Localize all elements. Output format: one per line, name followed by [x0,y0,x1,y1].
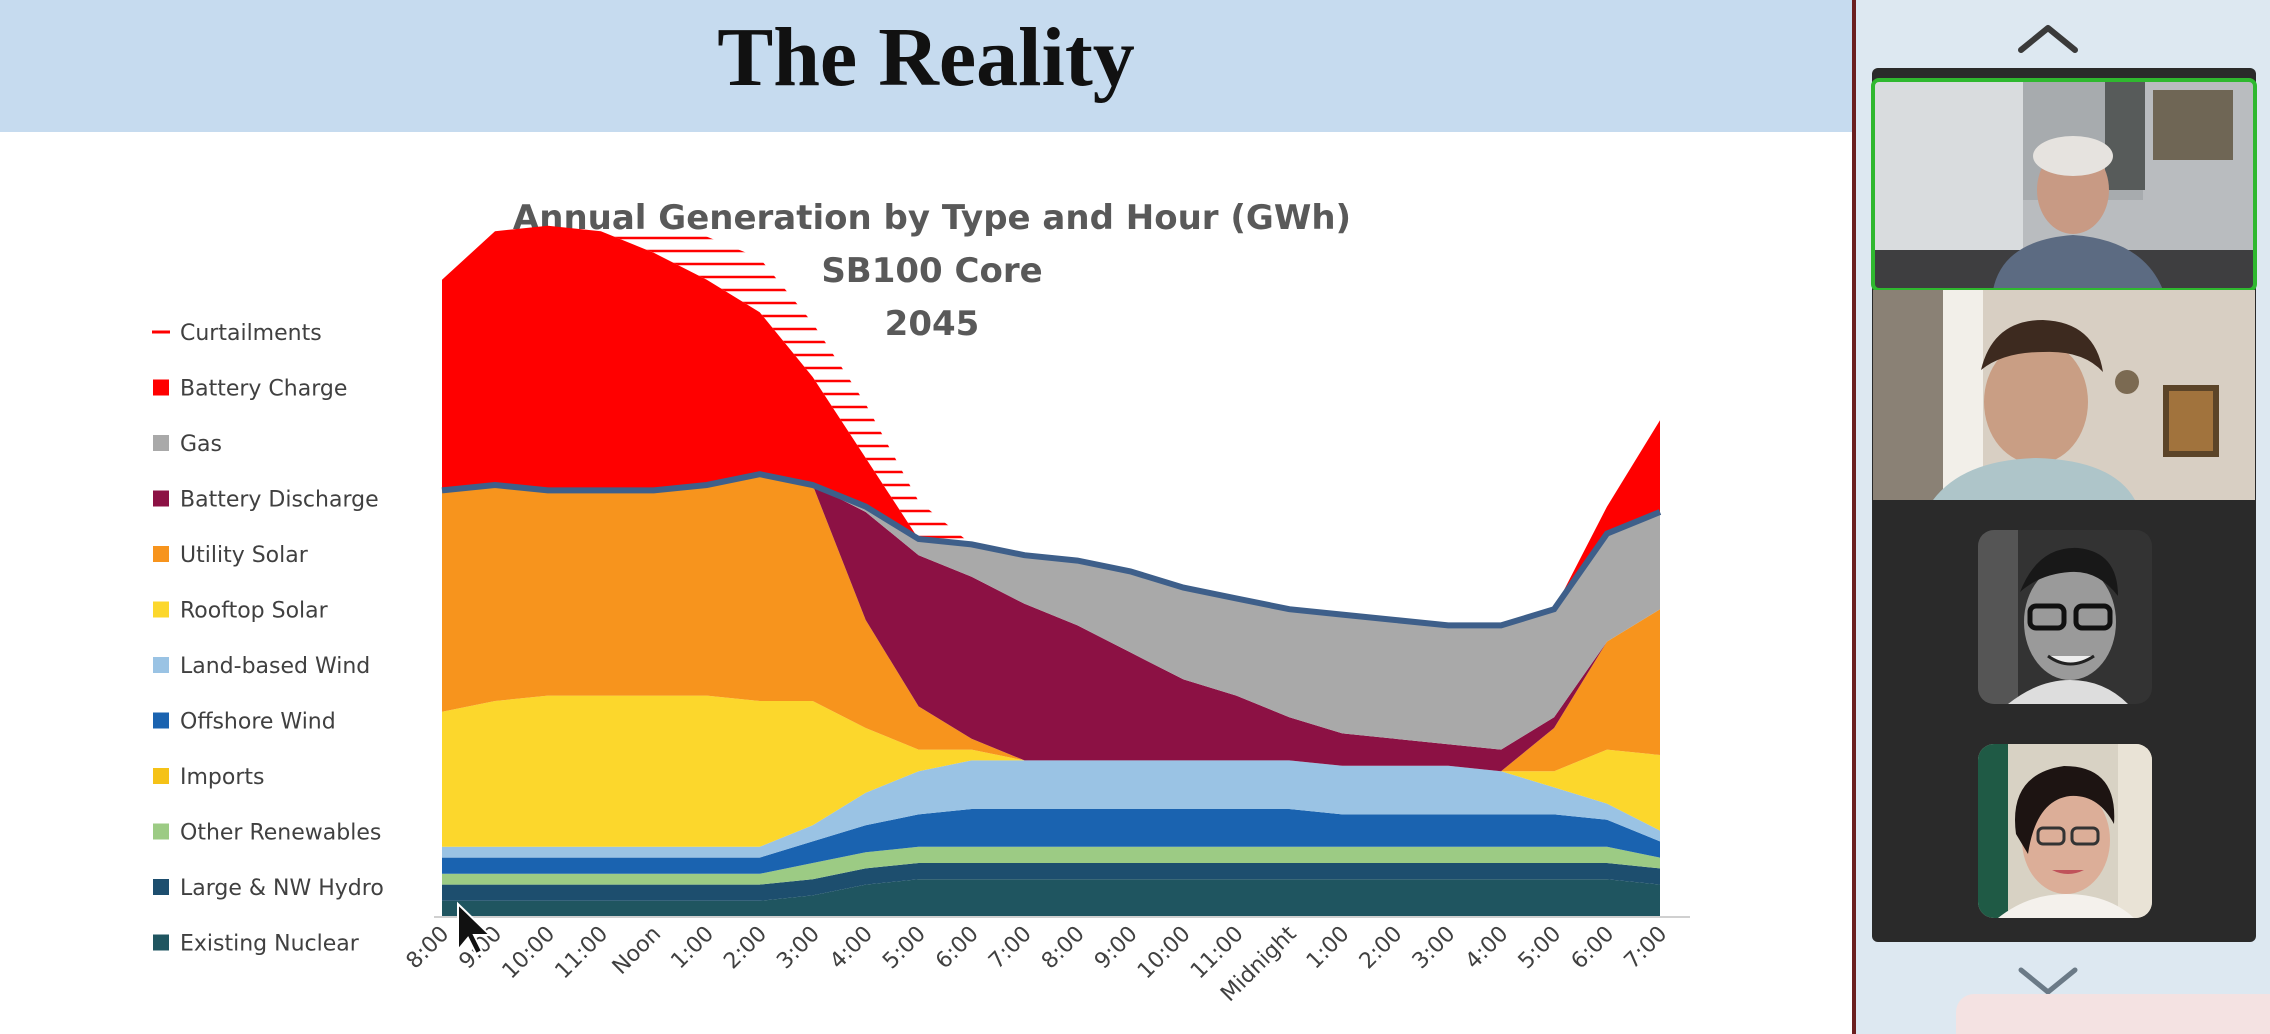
participant-avatar-tile-3[interactable] [1978,530,2152,704]
area-large-nw-hydro [442,863,1660,901]
presentation-slide: The Reality Annual Generation by Type an… [0,0,1852,1007]
legend-swatch-rooftop-solar [153,601,169,618]
chevron-down-icon[interactable] [2013,960,2083,1000]
legend-label-imports: Imports [180,765,264,790]
chart-subtitle-year: 2045 [885,304,980,344]
area-battery-discharge [442,474,1660,772]
x-tick-label: 2:00 [719,922,772,975]
x-tick-label: 4:00 [825,922,878,975]
legend-swatch-imports [153,768,169,784]
area-existing-nuclear [442,879,1660,917]
legend-swatch-large-nw-hydro [153,879,169,895]
participant-avatar-tile-4[interactable] [1978,744,2152,918]
legend-label-land-based-wind: Land-based Wind [180,654,370,679]
legend-label-large-nw-hydro: Large & NW Hydro [180,876,384,901]
participant-video-tile-1[interactable] [1871,78,2257,292]
x-tick-label: 10:00 [498,922,561,985]
legend-swatch-offshore-wind [153,712,169,729]
x-tick-label: 6:00 [1567,922,1620,975]
area-land-based-wind [442,760,1660,858]
net-load-line [441,471,1662,629]
legend-label-utility-solar: Utility Solar [180,543,309,568]
chevron-up-icon[interactable] [2013,18,2083,58]
x-tick-label: 7:00 [1620,922,1673,975]
x-tick-label: 11:00 [551,922,614,985]
chart-subtitle: SB100 Core [821,251,1042,291]
legend-swatch-utility-solar [153,546,169,562]
x-tick-label: 1:00 [1302,922,1355,975]
legend-swatch-existing-nuclear [153,934,169,951]
area-rooftop-solar [442,695,1660,847]
legend-label-existing-nuclear: Existing Nuclear [180,932,360,957]
panel-footer-sliver [1956,994,2270,1034]
participant-avatar-photo [1978,744,2152,918]
participants-panel [1856,0,2270,1034]
participant-video-tile-2[interactable] [1873,290,2255,500]
video-tiles-panel [1871,68,2257,942]
x-tick-label: 10:00 [1133,922,1196,985]
participant-avatar-photo [1978,530,2152,704]
x-tick-label: 8:00 [402,922,455,975]
area-gas [442,474,1660,750]
x-tick-label: Noon [608,922,666,980]
legend-label-curtailments: Curtailments [180,321,322,346]
chart-legend: Curtailments Battery Charge Gas Battery Dis… [152,321,384,957]
area-other-renewables [442,846,1660,885]
x-tick-label: 3:00 [1408,922,1461,975]
legend-label-gas: Gas [180,432,222,457]
x-tick-label: 1:00 [666,922,719,975]
area-utility-solar [442,474,1660,772]
legend-label-offshore-wind: Offshore Wind [180,710,336,735]
legend-swatch-gas [153,435,169,451]
legend-label-battery-discharge: Battery Discharge [180,488,379,513]
slide-title: The Reality [717,11,1135,104]
legend-swatch-battery-discharge [153,490,169,507]
mouse-cursor-icon [457,901,493,956]
legend-label-rooftop-solar: Rooftop Solar [180,599,329,624]
x-tick-label: 4:00 [1461,922,1514,975]
generation-area-chart: Annual Generation by Type and Hour (GWh)… [152,198,1690,1007]
participant-video-feed [1873,80,2255,290]
x-tick-label: 3:00 [772,922,825,975]
x-tick-label: 5:00 [1514,922,1567,975]
area-series-group [441,225,1662,917]
x-tick-label: 8:00 [1037,922,1090,975]
x-tick-label: 6:00 [931,922,984,975]
participant-video-feed [1873,290,2255,500]
legend-swatch-other-renewables [153,823,169,840]
legend-label-battery-charge: Battery Charge [180,377,347,402]
legend-swatch-battery-charge [153,379,169,396]
window-divider [1852,0,1856,1034]
legend-swatch-land-based-wind [153,657,169,673]
area-battery-charge [442,225,1660,626]
legend-label-other-renewables: Other Renewables [180,821,381,846]
x-tick-label: 2:00 [1355,922,1408,975]
x-tick-label: 5:00 [878,922,931,975]
x-tick-label: 7:00 [984,922,1037,975]
slide-header-band [0,0,1852,132]
